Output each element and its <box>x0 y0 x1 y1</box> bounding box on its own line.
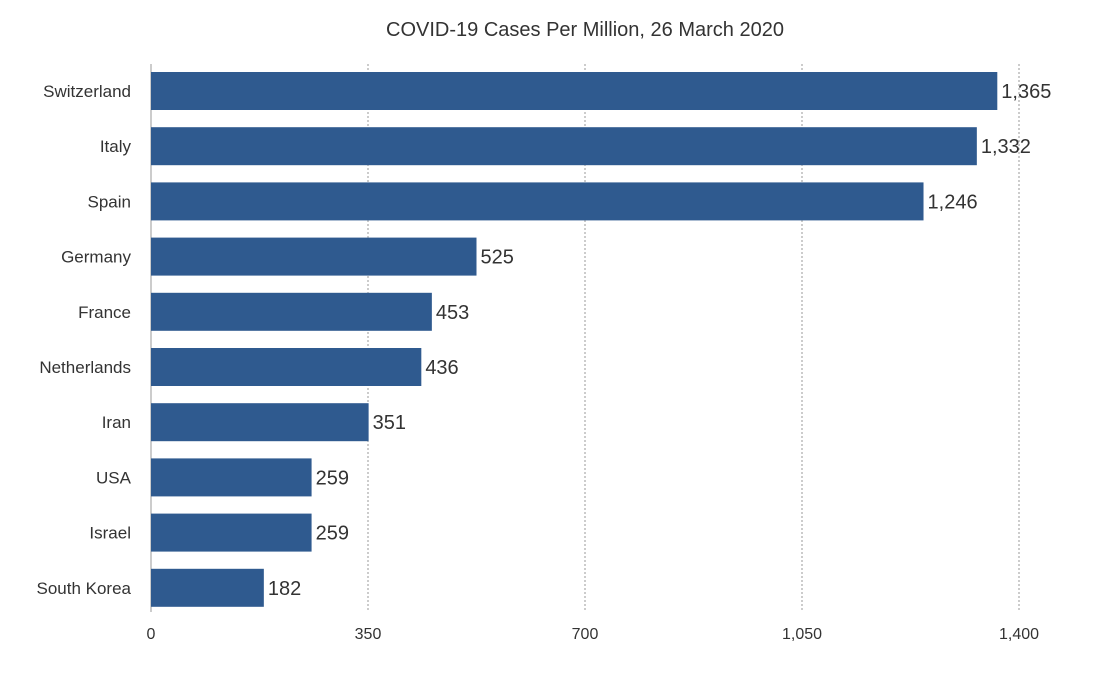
category-label: Switzerland <box>43 82 131 101</box>
category-label: South Korea <box>36 579 131 598</box>
category-label: Iran <box>102 413 131 432</box>
value-label: 1,365 <box>1001 81 1051 103</box>
x-tick-label: 700 <box>572 626 599 643</box>
value-label: 436 <box>425 357 458 379</box>
bar <box>151 568 264 607</box>
category-label: France <box>78 303 131 322</box>
category-labels: Switzerland Italy Spain Germany France Nether… <box>36 82 131 598</box>
value-label: 525 <box>481 247 514 269</box>
bars <box>151 72 998 607</box>
category-label: Israel <box>89 524 131 543</box>
value-label: 1,246 <box>928 191 978 213</box>
category-label: Italy <box>100 137 132 156</box>
x-axis-ticks: 0 350 700 1,050 1,400 <box>147 626 1040 643</box>
bar <box>151 513 312 552</box>
value-label: 259 <box>316 523 349 545</box>
value-label: 351 <box>373 412 406 434</box>
value-label: 182 <box>268 578 301 600</box>
bar <box>151 72 998 110</box>
bar <box>151 182 924 221</box>
bar <box>151 127 977 166</box>
chart-title: COVID-19 Cases Per Million, 26 March 202… <box>386 19 784 41</box>
value-labels: 1,365 1,332 1,246 525 453 436 351 259 259 182 <box>268 81 1052 600</box>
bar <box>151 403 369 442</box>
bar <box>151 348 422 386</box>
x-tick-label: 1,400 <box>999 626 1039 643</box>
category-label: Spain <box>88 192 131 211</box>
gridlines <box>367 64 1020 612</box>
value-label: 1,332 <box>981 136 1031 158</box>
bar <box>151 292 432 331</box>
x-tick-label: 0 <box>147 626 156 643</box>
category-label: USA <box>96 468 132 487</box>
bar <box>151 458 312 497</box>
category-label: Netherlands <box>39 358 131 377</box>
x-tick-label: 350 <box>355 626 382 643</box>
x-tick-label: 1,050 <box>782 626 822 643</box>
value-label: 259 <box>316 467 349 489</box>
category-label: Germany <box>61 248 131 267</box>
bar <box>151 237 477 276</box>
value-label: 453 <box>436 302 469 324</box>
